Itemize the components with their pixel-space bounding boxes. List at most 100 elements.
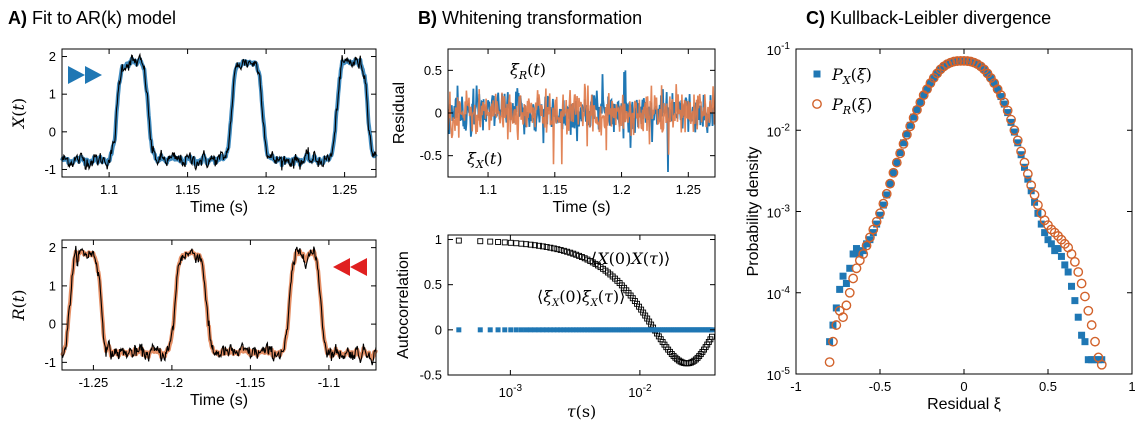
autocorr-xi-point (502, 327, 508, 333)
autocorr-X-point (523, 241, 530, 248)
autocorr-X-point (687, 359, 694, 366)
density-R-point (871, 216, 882, 227)
density-X-point (1014, 139, 1022, 147)
autocorr-X-point (536, 242, 542, 249)
autocorr-X-point (709, 333, 715, 340)
autocorr-xi-point (592, 327, 598, 333)
autocorr-X-point (694, 354, 701, 361)
series-label-xi-R: ξR(t) (510, 60, 546, 82)
x-axis-label: Time (s) (552, 199, 610, 216)
density-R-point (861, 240, 872, 251)
autocorr-xi-point (595, 327, 601, 333)
autocorr-xi-point (576, 327, 582, 333)
panel-title: B) Whitening transformation (418, 8, 642, 28)
density-R-point (1090, 336, 1100, 347)
x-axis-label: Time (s) (190, 199, 248, 216)
plot-frame (61, 48, 377, 178)
density-R-point (824, 357, 835, 368)
x-axis-label: Residual ξ (927, 396, 1001, 413)
x-tick-label: 1.2 (613, 182, 631, 197)
arrow-head (85, 66, 102, 84)
density-R-point (959, 55, 969, 66)
autocorr-xi-point (570, 327, 576, 333)
autocorr-X-point (696, 353, 703, 360)
density-X-point (926, 79, 934, 87)
density-X-point (863, 240, 871, 248)
autocorr-xi-point (487, 327, 493, 333)
autocorr-xi-point (590, 327, 596, 333)
density-R-point (949, 56, 959, 67)
y-tick-label: 10-5 (767, 366, 791, 383)
legend-marker-X (813, 70, 821, 78)
density-R-point (1006, 114, 1016, 125)
density-R-point (1026, 180, 1037, 191)
axes-B2: 10-3 10-2 -0.5 0 0.5 1 τ(s) Autocorrelation (395, 232, 716, 421)
legend: PX(ξ) PR(ξ) (812, 65, 872, 117)
arrow-head (333, 258, 350, 276)
density-R-point (901, 129, 912, 140)
density-R-point (844, 287, 855, 298)
plot-frame (61, 239, 377, 371)
autocorr-X-point (570, 250, 577, 257)
autocorr-X-point (487, 238, 494, 245)
autocorr-xi-point (554, 327, 560, 333)
density-R-point (1069, 256, 1080, 267)
density-X-point (866, 236, 874, 244)
density-R-point (1046, 224, 1057, 235)
x-tick-label: 1 (1128, 379, 1135, 394)
autocorr-xi-point (544, 327, 550, 333)
density-R-point (1083, 305, 1094, 316)
density-R-point (1076, 278, 1087, 289)
autocorr-X-point (547, 244, 554, 251)
autocorr-xi-point (532, 327, 538, 333)
density-X-point (846, 264, 854, 272)
y-tick-label: -1 (44, 355, 56, 370)
density-X-point (994, 85, 1002, 93)
density-R-point (1002, 105, 1013, 116)
autocorr-xi-point (564, 327, 570, 333)
density-R-point (1049, 227, 1060, 238)
autocorr-X-point (507, 239, 514, 246)
density-X-point (1004, 109, 1012, 117)
density-R-point (925, 78, 936, 89)
density-X-point (1044, 236, 1052, 244)
density-X-point (1034, 209, 1042, 217)
y-tick-label: 1 (49, 278, 56, 293)
autocorr-X-point (554, 246, 561, 253)
density-R-point (831, 320, 842, 330)
density-R-point (848, 273, 859, 284)
density-R-point (858, 249, 869, 259)
x-tick-label: -1.15 (236, 375, 266, 390)
density-X-point (920, 91, 928, 99)
density-X-point (1000, 100, 1008, 108)
density-R-point (851, 263, 862, 274)
density-X-point (1064, 268, 1072, 276)
y-tick-label: -1 (44, 162, 56, 177)
density-R-point (985, 73, 996, 83)
density-X-point (1078, 331, 1086, 339)
density-X-point (826, 338, 834, 346)
y-tick-label: 10-2 (767, 122, 791, 139)
density-X-point (879, 201, 887, 209)
density-X-point (1081, 338, 1089, 346)
y-tick-label: -0.5 (420, 368, 442, 383)
x-tick-label: -1.25 (79, 375, 109, 390)
density-X-point (997, 93, 1005, 101)
autocorr-xi-point (508, 327, 514, 333)
y-tick-label: 0.5 (424, 277, 442, 292)
x-tick-label: 10-3 (499, 383, 523, 400)
density-X-point (1061, 261, 1069, 269)
density-X-point (1037, 220, 1045, 228)
density-R-point (975, 61, 986, 72)
density-X-point (896, 149, 904, 157)
legend-marker-R (812, 99, 822, 109)
density-R-point (952, 56, 963, 66)
y-tick-label: 10-1 (767, 41, 791, 58)
density-R-point (1039, 215, 1050, 226)
density-X-point (1017, 151, 1025, 159)
data-line (61, 245, 377, 366)
autocorr-xi-point (567, 327, 573, 333)
autocorr-xi-point (523, 327, 529, 333)
density-X-point (829, 321, 837, 329)
